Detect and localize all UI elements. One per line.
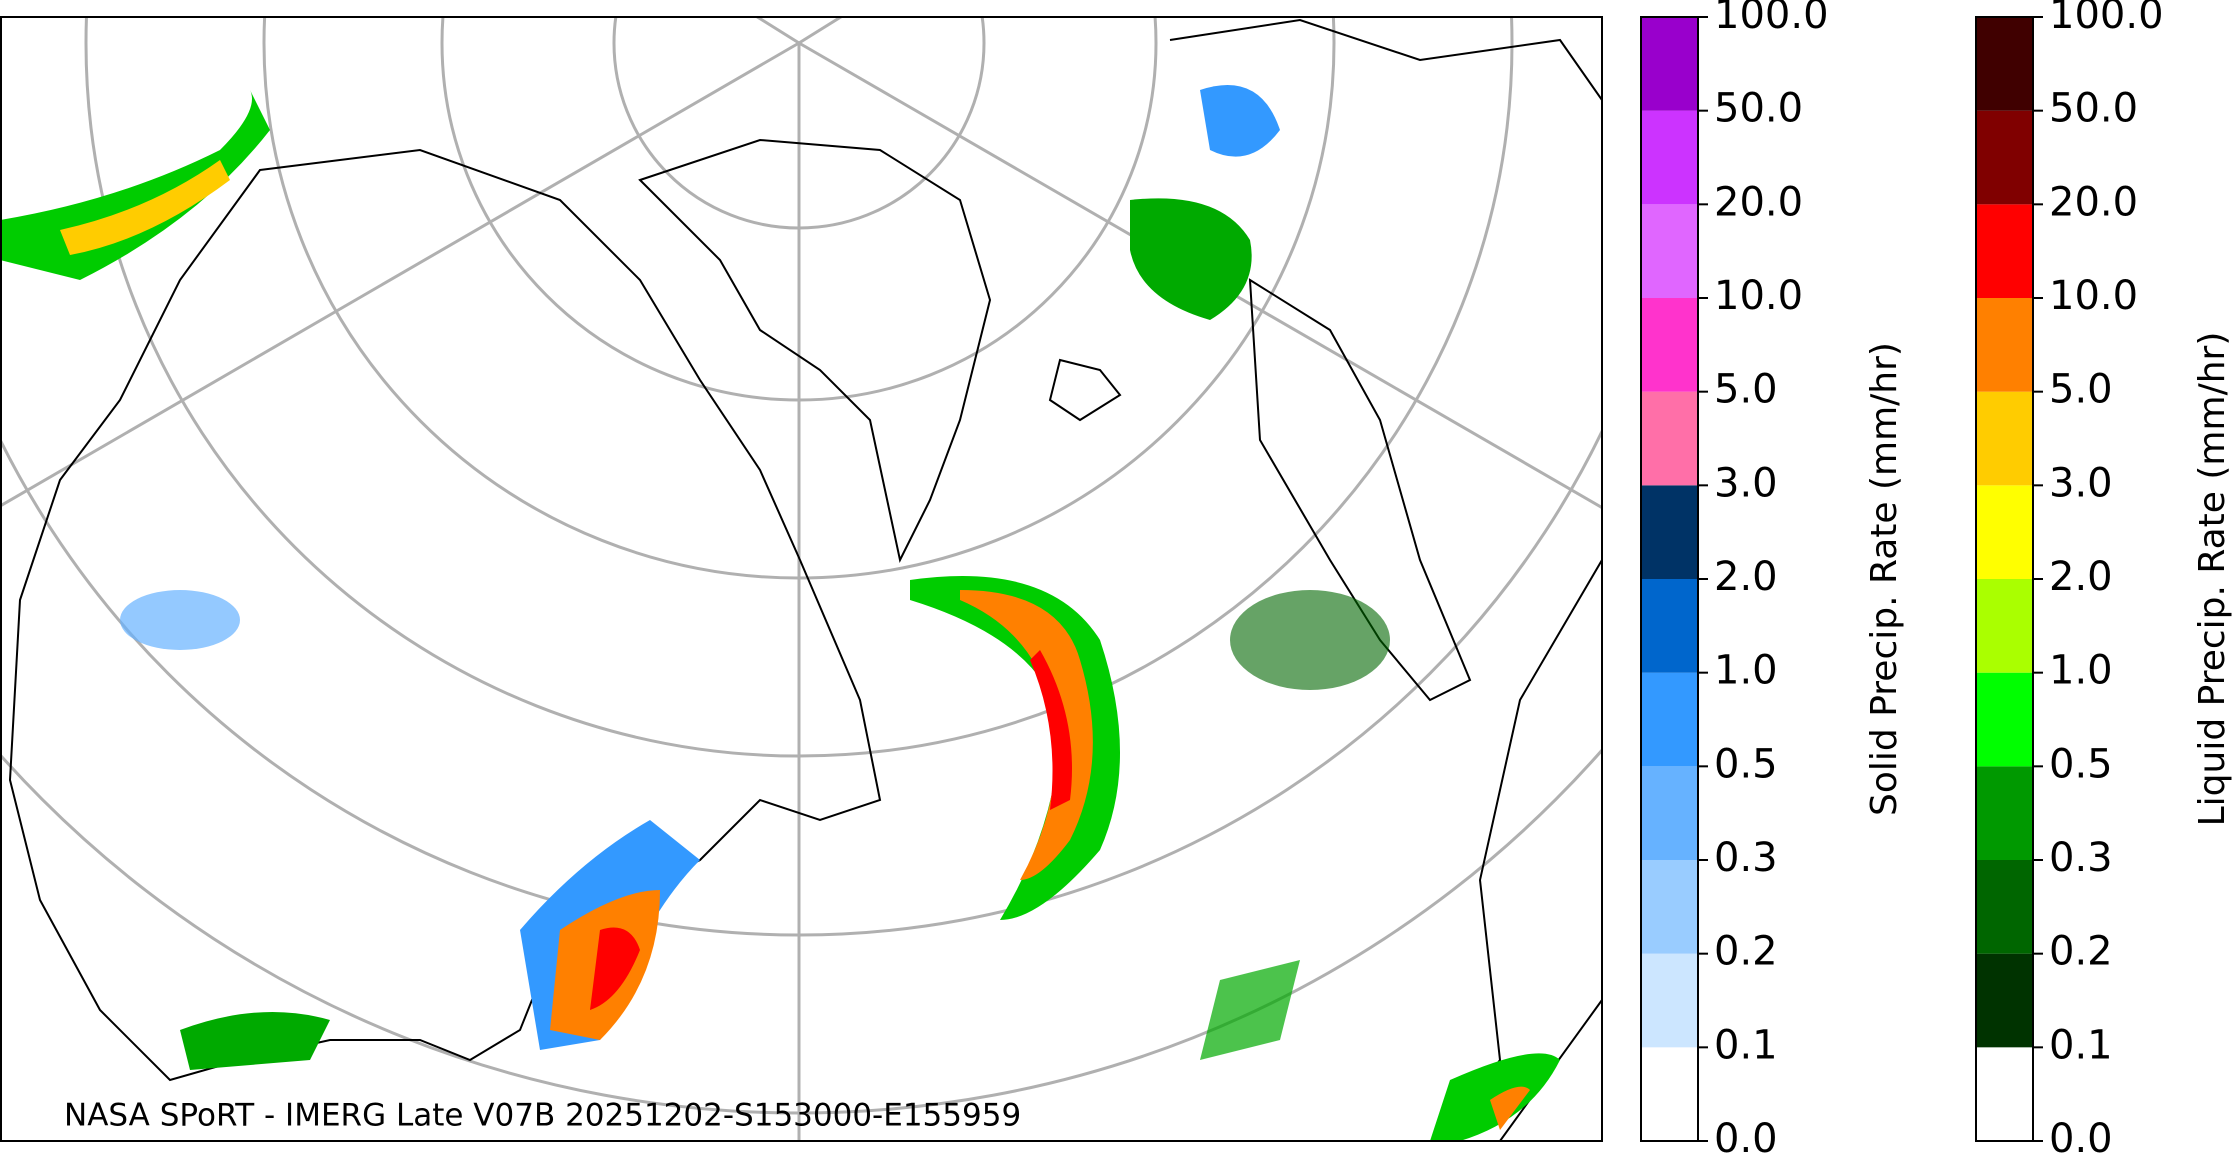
colorbar-segment <box>1641 110 1698 205</box>
graticule <box>1 17 1602 1141</box>
colorbar-segment <box>1976 579 2033 673</box>
colorbar-tick-label: 3.0 <box>1714 460 1778 506</box>
colorbar-segment <box>1976 766 2033 860</box>
colorbar-segment <box>1976 17 2033 111</box>
colorbar-tick-label: 0.1 <box>1714 1022 1778 1068</box>
colorbar-segment <box>1976 298 2033 392</box>
colorbar-tick-label: 5.0 <box>1714 367 1778 413</box>
colorbar-tick-label: 20.0 <box>1714 179 1803 225</box>
colorbar-tick-label: 0.5 <box>2049 741 2113 787</box>
colorbar-segment <box>1641 485 1698 579</box>
colorbar-segment <box>1976 672 2033 767</box>
colorbar-segment <box>1976 391 2033 486</box>
colorbar-tick-label: 3.0 <box>2049 460 2113 506</box>
colorbar-segment <box>1641 298 1698 392</box>
colorbar-tick-label: 10.0 <box>2049 273 2138 319</box>
colorbars: 0.0 0.1 0.2 0.3 0.5 1.0 2.0 3.0 5.0 10.0 20.0 50.0 1… <box>1640 0 2233 1162</box>
colorbar-segment <box>1641 204 1698 298</box>
colorbar-tick-label: 1.0 <box>1714 648 1778 694</box>
colorbar-tick-label: 50.0 <box>1714 86 1803 132</box>
colorbar-tick-label: 1.0 <box>2049 648 2113 694</box>
colorbar-tick-label: 0.2 <box>2049 929 2113 975</box>
colorbar-tick-label: 0.1 <box>2049 1022 2113 1068</box>
colorbar-segment <box>1976 485 2033 579</box>
colorbar-segment <box>1641 1047 1698 1141</box>
colorbar-segment <box>1641 17 1698 111</box>
colorbar-label: Liquid Precip. Rate (mm/hr) <box>2192 332 2233 827</box>
colorbar-segment <box>1976 860 2033 954</box>
colorbar-tick-label: 50.0 <box>2049 86 2138 132</box>
colorbar-tick-label: 100.0 <box>1714 0 1829 38</box>
colorbar-tick-label: 0.0 <box>2049 1116 2113 1162</box>
colorbar-tick-label: 0.3 <box>2049 835 2113 881</box>
colorbar-tick-label: 0.0 <box>1714 1116 1778 1162</box>
colorbar-tick-label: 2.0 <box>2049 554 2113 600</box>
colorbar-tick-label: 100.0 <box>2049 0 2164 38</box>
colorbar-tick-label: 0.3 <box>1714 835 1778 881</box>
colorbar-segment <box>1976 1047 2033 1141</box>
map-frame <box>0 16 1603 1142</box>
colorbar-label: Solid Precip. Rate (mm/hr) <box>1864 342 1905 816</box>
colorbar-segment <box>1641 672 1698 767</box>
colorbar-segment <box>1976 110 2033 205</box>
map-caption: NASA SPoRT - IMERG Late V07B 20251202-S1… <box>64 1098 1021 1134</box>
colorbar-tick-label: 10.0 <box>1714 273 1803 319</box>
colorbar-segment <box>1641 391 1698 486</box>
colorbar-tick-label: 0.2 <box>1714 929 1778 975</box>
colorbar-segment <box>1641 953 1698 1048</box>
colorbar-tick-label: 0.5 <box>1714 741 1778 787</box>
colorbar-tick-label: 5.0 <box>2049 367 2113 413</box>
colorbar-segment <box>1641 579 1698 673</box>
colorbar-segment <box>1641 766 1698 860</box>
colorbar-segment <box>1641 860 1698 954</box>
map: NASA SPoRT - IMERG Late V07B 20251202-S1… <box>1 17 1602 1141</box>
colorbar-segment <box>1976 204 2033 298</box>
colorbar-tick-label: 20.0 <box>2049 179 2138 225</box>
colorbar-segment <box>1976 953 2033 1048</box>
colorbar-tick-label: 2.0 <box>1714 554 1778 600</box>
precipitation <box>1 85 1560 1141</box>
